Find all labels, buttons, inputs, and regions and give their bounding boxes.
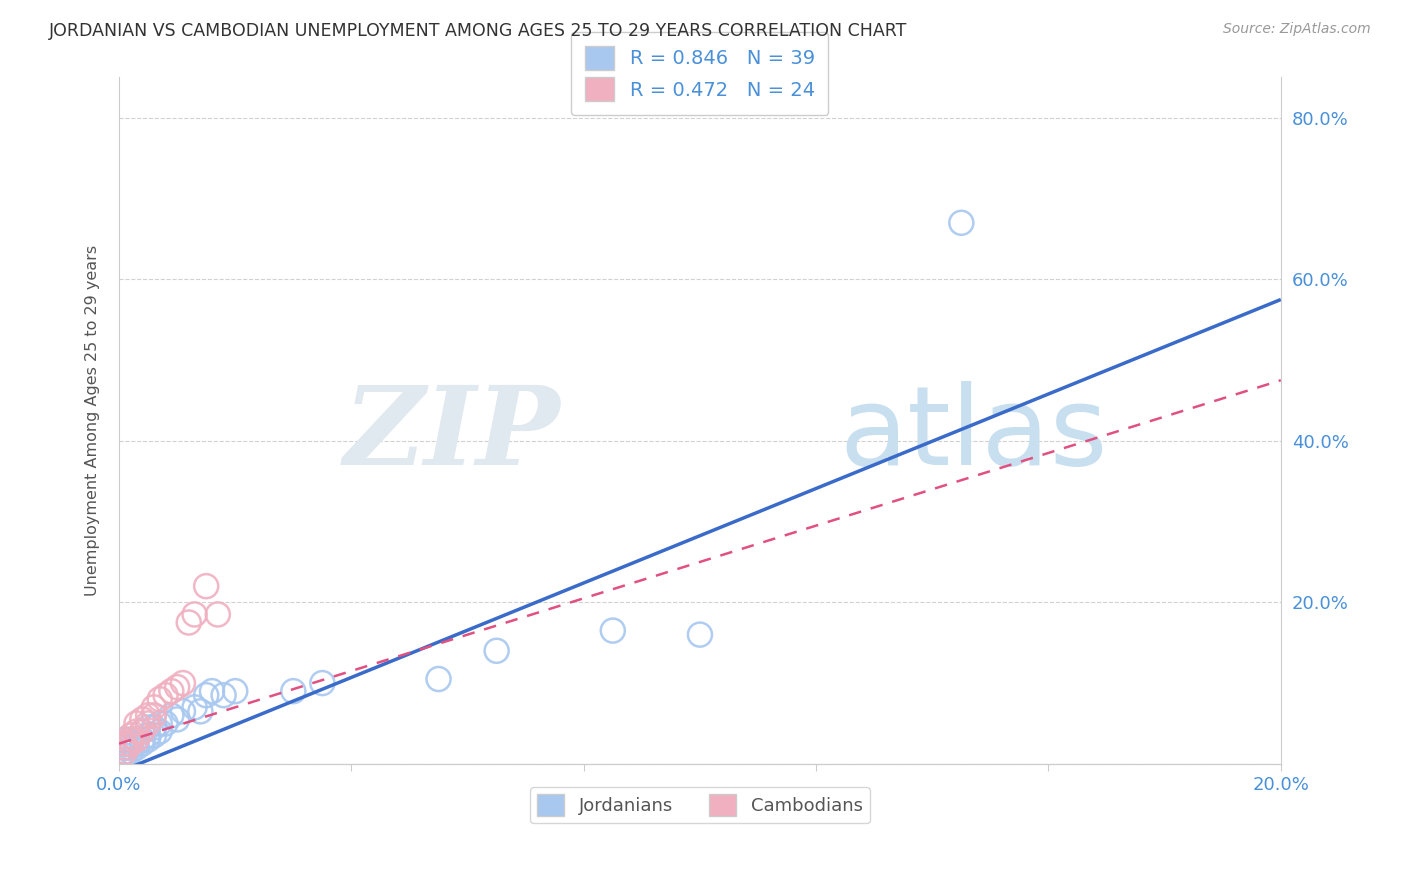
Point (131, 737, 153, 751)
Point (224, 684, 246, 698)
Point (136, 716, 159, 731)
Point (149, 724, 172, 739)
Point (120, 740, 142, 755)
Point (125, 737, 148, 751)
Point (183, 700, 205, 714)
Point (114, 737, 136, 751)
Point (131, 713, 153, 727)
Point (114, 740, 136, 755)
Point (131, 732, 153, 747)
Point (155, 688, 177, 702)
Point (283, 684, 305, 698)
Point (190, 704, 212, 718)
Point (120, 745, 142, 759)
Point (114, 748, 136, 763)
Point (142, 729, 165, 743)
Point (136, 721, 159, 735)
Point (125, 740, 148, 755)
Point (177, 615, 200, 630)
Point (131, 724, 153, 739)
Point (114, 732, 136, 747)
Point (120, 737, 142, 751)
Point (149, 692, 172, 706)
Point (125, 732, 148, 747)
Point (120, 729, 142, 743)
Point (207, 607, 229, 622)
Point (136, 729, 159, 743)
Point (120, 732, 142, 747)
Point (602, 624, 624, 638)
Point (120, 737, 142, 751)
Y-axis label: Unemployment Among Ages 25 to 29 years: Unemployment Among Ages 25 to 29 years (86, 245, 100, 596)
Point (166, 680, 188, 694)
Point (160, 684, 183, 698)
Point (950, 216, 973, 230)
Point (689, 627, 711, 641)
Point (172, 704, 194, 718)
Point (166, 713, 188, 727)
Point (120, 732, 142, 747)
Point (427, 672, 450, 686)
Legend: Jordanians, Cambodians: Jordanians, Cambodians (530, 787, 870, 823)
Point (311, 676, 333, 690)
Point (195, 579, 218, 593)
Point (485, 644, 508, 658)
Point (131, 724, 153, 739)
Text: atlas: atlas (839, 381, 1108, 488)
Point (142, 708, 165, 723)
Text: JORDANIAN VS CAMBODIAN UNEMPLOYMENT AMONG AGES 25 TO 29 YEARS CORRELATION CHART: JORDANIAN VS CAMBODIAN UNEMPLOYMENT AMON… (49, 22, 908, 40)
Point (212, 688, 235, 702)
Point (160, 708, 183, 723)
Point (114, 740, 136, 755)
Point (201, 684, 224, 698)
Point (136, 732, 159, 747)
Point (114, 745, 136, 759)
Point (136, 708, 159, 723)
Point (125, 724, 148, 739)
Point (125, 716, 148, 731)
Point (172, 676, 194, 690)
Point (183, 607, 205, 622)
Point (155, 716, 177, 731)
Point (125, 732, 148, 747)
Text: ZIP: ZIP (344, 381, 561, 488)
Point (114, 737, 136, 751)
Point (142, 721, 165, 735)
Point (114, 745, 136, 759)
Point (142, 700, 165, 714)
Point (149, 716, 172, 731)
Point (195, 688, 218, 702)
Text: Source: ZipAtlas.com: Source: ZipAtlas.com (1223, 22, 1371, 37)
